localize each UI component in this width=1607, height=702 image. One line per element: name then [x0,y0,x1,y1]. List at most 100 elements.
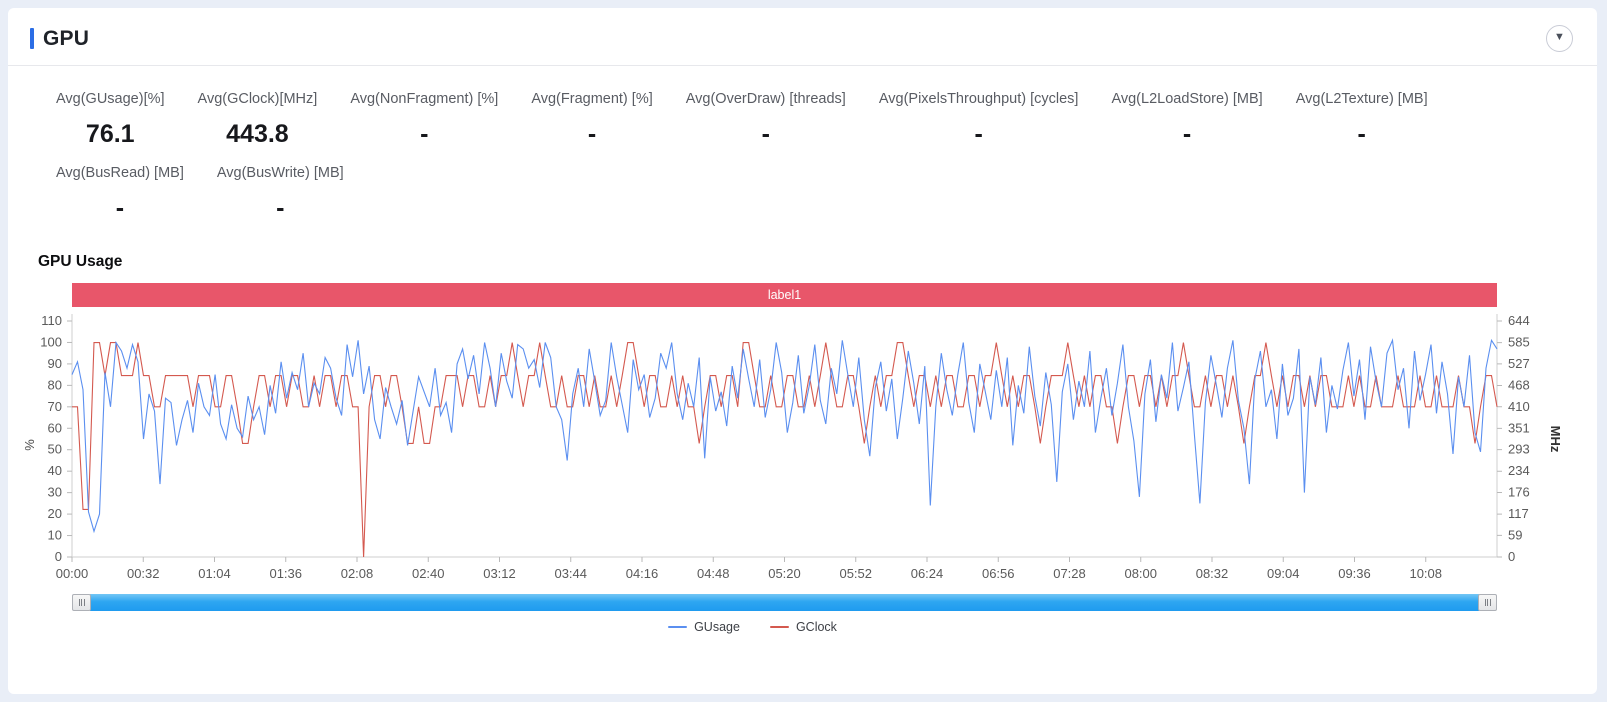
axis-text: 06:24 [911,566,944,581]
axis-text: 02:08 [341,566,374,581]
stat-value: - [761,120,770,148]
panel-header: GPU ▼ [8,8,1597,65]
stat-value: - [420,120,429,148]
scrollbar-left-handle[interactable] [72,594,91,611]
stat-nonfragment: Avg(NonFragment) [%] - [350,91,498,149]
axis-text: 20 [48,506,62,521]
stat-overdraw: Avg(OverDraw) [threads] - [686,91,846,149]
stats-summary: Avg(GUsage)[%] 76.1 Avg(GClock)[MHz] 443… [8,66,1597,223]
axis-text: 40 [48,463,62,478]
axis-text: 176 [1508,485,1530,500]
axis-text: 07:28 [1053,566,1086,581]
axis-text: 04:48 [697,566,730,581]
stats-row-2: Avg(BusRead) [MB] - Avg(BusWrite) [MB] - [56,165,1597,223]
axis-text: 410 [1508,399,1530,414]
axis-text: 234 [1508,463,1530,478]
axis-text: 293 [1508,442,1530,457]
axis-text: 100 [40,334,62,349]
stats-row-1: Avg(GUsage)[%] 76.1 Avg(GClock)[MHz] 443… [56,91,1597,149]
axis-text: 06:56 [982,566,1015,581]
axis-text: 08:32 [1196,566,1229,581]
stat-label: Avg(Fragment) [%] [531,91,653,107]
axis-text: 50 [48,442,62,457]
stat-value: 443.8 [226,120,289,148]
chart-label-banner[interactable]: label1 [72,283,1497,307]
stat-label: Avg(L2LoadStore) [MB] [1111,91,1263,107]
stat-label: Avg(NonFragment) [%] [350,91,499,107]
stat-busread: Avg(BusRead) [MB] - [56,165,184,223]
stat-fragment: Avg(Fragment) [%] - [531,91,652,149]
gpu-usage-chart: 0 10 20 30 40 50 60 70 80 90 100 110 0 59 117 176 234 293… [8,309,1583,591]
chevron-down-icon: ▼ [1554,31,1565,43]
chart-title: GPU Usage [38,253,123,270]
gpu-panel: GPU ▼ Avg(GUsage)[%] 76.1 Avg(GClock)[MH… [8,8,1597,694]
stat-l2texture: Avg(L2Texture) [MB] - [1296,91,1428,149]
stat-value: - [276,194,285,222]
axis-text: 04:16 [626,566,659,581]
axis-text: % [22,439,37,451]
axis-text: 00:00 [56,566,89,581]
scrollbar-right-handle[interactable] [1478,594,1497,611]
legend-label: GClock [795,620,837,634]
stat-label: Avg(L2Texture) [MB] [1295,91,1428,107]
stat-label: Avg(GUsage)[%] [56,91,165,107]
axis-text: 05:20 [768,566,801,581]
chart-legend: GUsage GClock [8,620,1497,634]
axis-text: 70 [48,399,62,414]
stat-label: Avg(OverDraw) [threads] [685,91,846,107]
series-line-gusage [71,338,1498,534]
banner-text: label1 [767,288,802,302]
legend-item-gclock[interactable]: GClock [769,620,837,634]
accent-bar [30,28,34,49]
axis-text: 01:36 [269,566,302,581]
panel-title: GPU [43,26,90,50]
axis-text: 09:36 [1338,566,1371,581]
stat-label: Avg(GClock)[MHz] [197,91,318,107]
collapse-button[interactable]: ▼ [1546,25,1573,52]
stat-gclock: Avg(GClock)[MHz] 443.8 [198,91,318,149]
axis-text: 01:04 [198,566,231,581]
axis-text: 00:32 [127,566,160,581]
chart-canvas[interactable]: 0 10 20 30 40 50 60 70 80 90 100 110 0 59 117 176 234 293… [8,309,1583,591]
axis-text: 60 [48,420,62,435]
axis-text: MHz [1548,426,1563,453]
stat-label: Avg(BusWrite) [MB] [216,165,344,181]
axis-text: 10 [48,528,62,543]
axis-text: 351 [1508,420,1530,435]
header-divider [8,65,1597,66]
scrollbar-track[interactable] [90,594,1479,611]
legend-label: GUsage [694,620,740,634]
legend-line-icon [769,625,789,629]
axis-text: 644 [1508,313,1530,328]
axis-text: 03:44 [554,566,587,581]
stat-value: - [1357,120,1366,148]
stat-value: - [974,120,983,148]
axis-text: 05:52 [839,566,872,581]
axis-text: 03:12 [483,566,516,581]
axis-text: 10:08 [1409,566,1442,581]
axis-text: 0 [55,549,62,564]
legend-line-icon [668,625,688,629]
axis-text: 585 [1508,335,1530,350]
axis-text: 08:00 [1124,566,1157,581]
stat-value: - [115,194,125,222]
axis-text: 90 [48,356,62,371]
axis-text: 02:40 [412,566,445,581]
legend-item-gusage[interactable]: GUsage [668,620,740,634]
stat-label: Avg(PixelsThroughput) [cycles] [878,91,1079,107]
stat-gusage: Avg(GUsage)[%] 76.1 [56,91,165,149]
stat-value: - [587,120,597,148]
chart-range-scrollbar [72,594,1497,611]
axis-text: 468 [1508,377,1530,392]
stat-buswrite: Avg(BusWrite) [MB] - [217,165,344,223]
axis-text: 30 [48,485,62,500]
axis-text: 09:04 [1267,566,1300,581]
stat-pixelsthroughput: Avg(PixelsThroughput) [cycles] - [879,91,1079,149]
axis-text: 80 [48,377,62,392]
stat-label: Avg(BusRead) [MB] [56,165,184,181]
axis-text: 110 [41,313,62,328]
axis-text: 59 [1508,527,1522,542]
axis-text: 0 [1508,549,1515,564]
axis-text: 117 [1508,506,1529,521]
stat-l2loadstore: Avg(L2LoadStore) [MB] - [1111,91,1262,149]
